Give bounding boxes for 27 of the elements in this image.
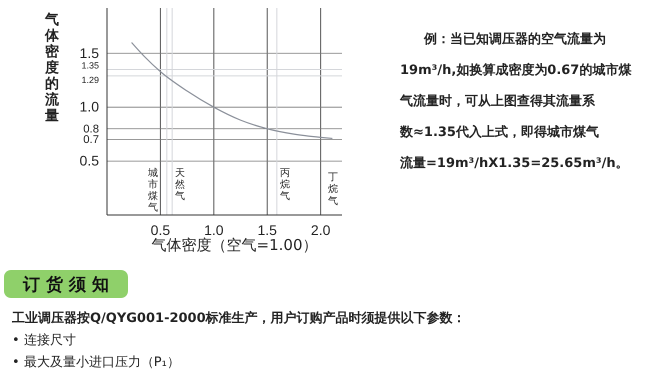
- y-axis-title: 气体密度的流量: [44, 12, 60, 124]
- line-series: [130, 42, 333, 140]
- text: 19m³/h,如换算成密度为0.67的城市煤: [400, 62, 632, 78]
- ref-line-label: 1.35: [81, 60, 99, 71]
- y-tick-label: 0.8: [83, 123, 99, 136]
- ref-line-label: 天然气: [175, 168, 186, 202]
- x-tick-label: 1.0: [204, 222, 224, 238]
- text: • 最大及量小进口压力（P₁）: [12, 355, 180, 370]
- ref-line-label: 城市煤气: [146, 167, 158, 214]
- y-tick-label: 1.5: [80, 44, 100, 61]
- ref-line-label: 丙烷气: [280, 168, 290, 202]
- x-tick-label: 2.0: [310, 222, 331, 238]
- x-axis-title: 气体密度（空气=1.00）: [152, 236, 318, 254]
- text: 订 货 须 知: [22, 275, 109, 295]
- ref-line-label: 1.29: [81, 75, 99, 86]
- text: 工业调压器按Q/QYG001-2000标准生产，用户订购产品时须提供以下参数：: [11, 310, 466, 326]
- text: 数≈1.35代入上式，即得城市煤气: [399, 124, 599, 140]
- x-tick-label: 0.5: [150, 222, 170, 238]
- y-tick-label: 0.7: [83, 134, 99, 146]
- text: 气流量时，可从上图查得其流量系: [399, 93, 596, 109]
- text: 流量=19m³/hX1.35=25.65m³/h。: [399, 155, 629, 171]
- x-tick-label: 1.5: [257, 222, 278, 238]
- y-tick-label: 1.0: [80, 98, 100, 115]
- text: 例：当已知调压器的空气流量为: [423, 31, 606, 47]
- text: • 连接尺寸: [12, 333, 76, 348]
- y-tick-label: 0.5: [80, 152, 100, 169]
- annotation: 丁烷气: [328, 172, 338, 207]
